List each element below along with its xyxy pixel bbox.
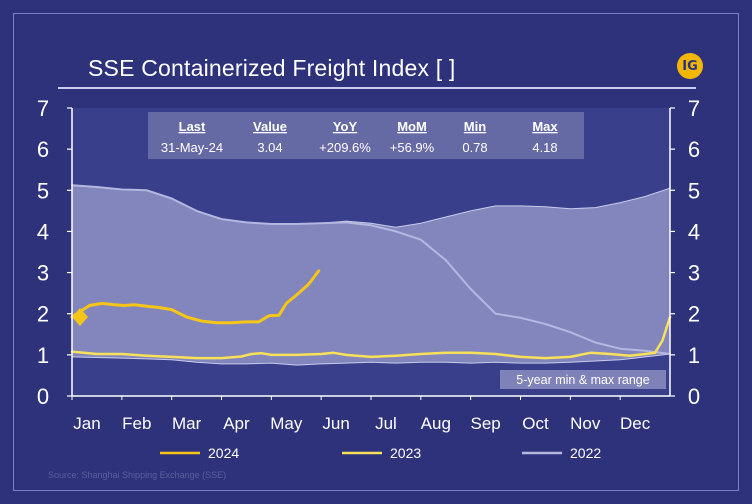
stats-header-max: Max <box>532 119 558 134</box>
series-2024-start-marker <box>72 308 88 327</box>
stats-header-value: Value <box>253 119 287 134</box>
stats-box <box>148 112 584 159</box>
y-tick-label-left: 1 <box>37 343 49 368</box>
legend-label-2024: 2024 <box>208 445 239 461</box>
y-tick-label-left: 6 <box>37 137 49 162</box>
x-tick-label: Jul <box>375 414 397 433</box>
stats-value-mom: +56.9% <box>390 140 435 155</box>
y-tick-label-left: 5 <box>37 178 49 203</box>
stats-header-yoy: YoY <box>333 119 358 134</box>
stats-header-min: Min <box>464 119 486 134</box>
x-tick-label: Mar <box>172 414 202 433</box>
stats-value-last: 31-May-24 <box>161 140 223 155</box>
y-tick-label-right: 0 <box>688 384 700 409</box>
series-line-2024 <box>70 269 321 325</box>
x-tick-label: Jan <box>73 414 100 433</box>
range-label: 5-year min & max range <box>516 373 649 387</box>
x-tick-label: Oct <box>522 414 549 433</box>
x-tick-label: Nov <box>570 414 601 433</box>
x-tick-label: Sep <box>470 414 500 433</box>
stats-value-yoy: +209.6% <box>319 140 371 155</box>
x-tick-label: May <box>270 414 303 433</box>
x-tick-label: Feb <box>122 414 151 433</box>
stats-header-last: Last <box>179 119 206 134</box>
series-line-2023 <box>70 315 672 360</box>
y-tick-label-right: 6 <box>688 137 700 162</box>
chart-frame <box>13 13 739 491</box>
y-tick-label-right: 2 <box>688 302 700 327</box>
x-tick-label: Dec <box>620 414 651 433</box>
y-tick-label-left: 2 <box>37 302 49 327</box>
y-tick-label-left: 3 <box>37 261 49 286</box>
x-tick-label: Apr <box>223 414 250 433</box>
range-label-box <box>500 370 666 389</box>
series-line-2022 <box>71 184 671 355</box>
y-tick-label-right: 1 <box>688 343 700 368</box>
y-tick-label-left: 7 <box>37 96 49 121</box>
legend-label-2023: 2023 <box>390 445 421 461</box>
y-tick-label-right: 7 <box>688 96 700 121</box>
chart-title: SSE Containerized Freight Index [ ] <box>88 55 456 81</box>
title-divider <box>58 87 696 89</box>
stats-header-mom: MoM <box>397 119 427 134</box>
y-tick-label-right: 5 <box>688 178 700 203</box>
source-note: Source: Shanghai Shipping Exchange (SSE) <box>48 470 227 480</box>
y-tick-label-left: 4 <box>37 219 49 244</box>
legend-label-2022: 2022 <box>570 445 601 461</box>
x-tick-label: Aug <box>421 414 451 433</box>
stats-value-max: 4.18 <box>532 140 557 155</box>
y-tick-label-right: 3 <box>688 261 700 286</box>
stats-value-value: 3.04 <box>257 140 282 155</box>
stats-value-min: 0.78 <box>462 140 487 155</box>
y-tick-label-right: 4 <box>688 219 700 244</box>
y-tick-label-left: 0 <box>37 384 49 409</box>
ig-logo-icon: IG <box>677 53 703 79</box>
x-tick-label: Jun <box>322 414 349 433</box>
